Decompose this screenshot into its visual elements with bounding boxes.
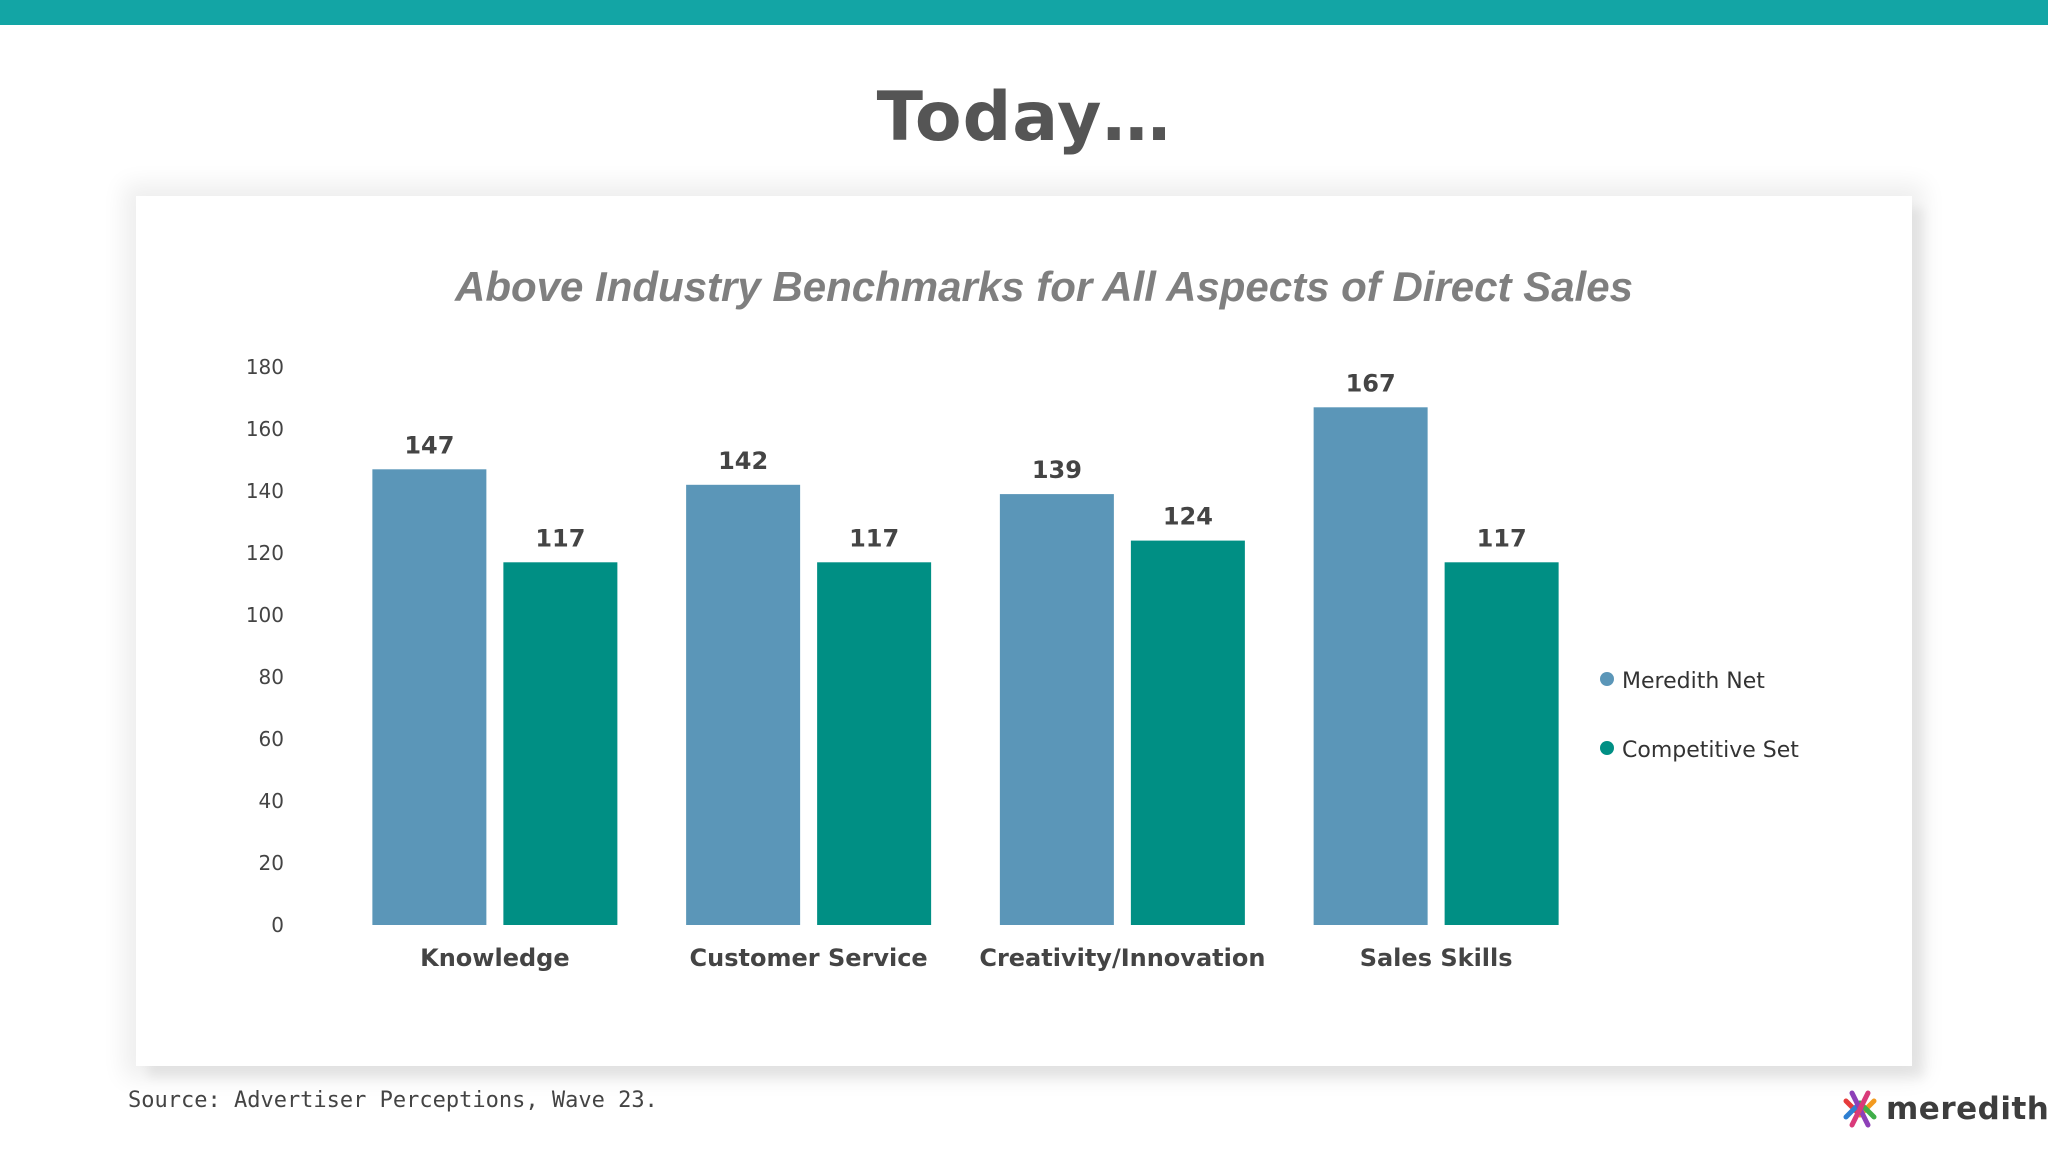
meredith-logo-icon xyxy=(1843,1090,1877,1128)
page-title: Today… xyxy=(876,78,1172,157)
y-tick-label: 20 xyxy=(259,851,284,875)
category-label: Sales Skills xyxy=(1360,944,1513,972)
bar-competitive-set xyxy=(503,562,618,925)
data-label: 167 xyxy=(1346,369,1396,397)
data-label: 139 xyxy=(1032,456,1082,484)
source-note: Source: Advertiser Perceptions, Wave 23. xyxy=(128,1088,658,1113)
brand-name: meredith xyxy=(1886,1091,2048,1127)
data-labels: 147 117 142 117 139 124 167 117 xyxy=(404,369,1526,552)
data-label: 124 xyxy=(1163,503,1213,531)
legend-marker xyxy=(1600,741,1614,755)
y-axis-ticks: 0 20 40 60 80 100 120 140 160 180 xyxy=(246,355,284,937)
category-label: Creativity/Innovation xyxy=(979,944,1265,972)
category-labels: Knowledge Customer Service Creativity/Inno… xyxy=(420,944,1512,972)
data-label: 142 xyxy=(718,447,768,475)
y-tick-label: 120 xyxy=(246,541,284,565)
y-tick-label: 0 xyxy=(271,913,284,937)
legend-label: Competitive Set xyxy=(1622,738,1799,763)
data-label: 117 xyxy=(849,524,899,552)
y-tick-label: 140 xyxy=(246,479,284,503)
bar-meredith-net xyxy=(372,469,487,925)
legend-label: Meredith Net xyxy=(1622,669,1765,694)
y-tick-label: 160 xyxy=(246,417,284,441)
bar-meredith-net xyxy=(999,494,1114,925)
y-tick-label: 40 xyxy=(259,789,284,813)
y-tick-label: 80 xyxy=(259,665,284,689)
y-tick-label: 100 xyxy=(246,603,284,627)
data-label: 147 xyxy=(404,431,454,459)
bar-competitive-set xyxy=(817,562,932,925)
bar-competitive-set xyxy=(1130,540,1245,925)
chart-title: Above Industry Benchmarks for All Aspect… xyxy=(455,263,1633,310)
top-accent-bar xyxy=(0,0,2048,25)
bar-meredith-net xyxy=(1313,407,1428,925)
data-label: 117 xyxy=(535,524,585,552)
bars xyxy=(372,407,1559,925)
legend-marker xyxy=(1600,672,1614,686)
brand-logo: meredith xyxy=(1838,1085,2048,1133)
legend: Meredith Net Competitive Set xyxy=(1600,669,1799,763)
category-label: Knowledge xyxy=(420,944,569,972)
data-label: 117 xyxy=(1477,524,1527,552)
bar-meredith-net xyxy=(686,484,801,925)
y-tick-label: 180 xyxy=(246,355,284,379)
category-label: Customer Service xyxy=(690,944,928,972)
bar-competitive-set xyxy=(1444,562,1559,925)
y-tick-label: 60 xyxy=(259,727,284,751)
